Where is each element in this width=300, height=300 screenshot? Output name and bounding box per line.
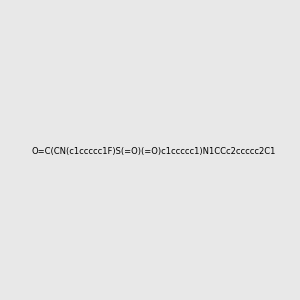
Text: O=C(CN(c1ccccc1F)S(=O)(=O)c1ccccc1)N1CCc2ccccc2C1: O=C(CN(c1ccccc1F)S(=O)(=O)c1ccccc1)N1CCc…: [32, 147, 276, 156]
